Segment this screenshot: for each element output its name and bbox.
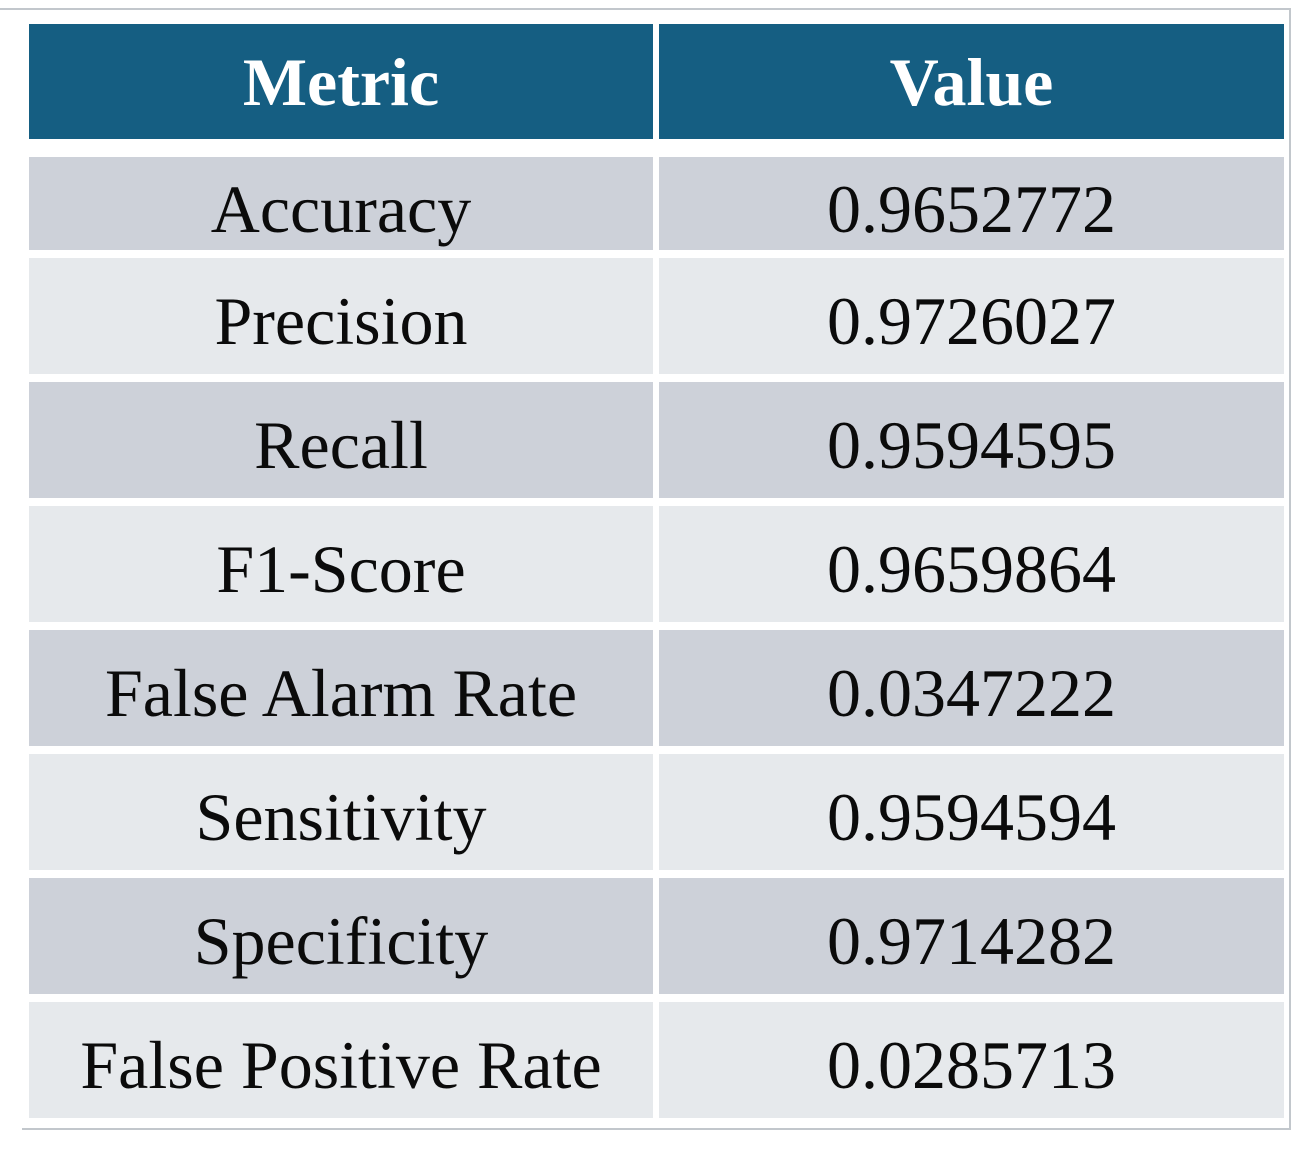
table-row: False Positive Rate 0.0285713 <box>29 1002 1284 1118</box>
value-cell: 0.9659864 <box>659 506 1284 622</box>
value-cell: 0.9594595 <box>659 382 1284 498</box>
value-cell: 0.9652772 <box>659 157 1284 250</box>
metric-cell: Accuracy <box>29 157 653 250</box>
table-right-border <box>1289 8 1291 1130</box>
table-row: Sensitivity 0.9594594 <box>29 754 1284 870</box>
table-row: F1-Score 0.9659864 <box>29 506 1284 622</box>
metric-cell: F1-Score <box>29 506 653 622</box>
table-top-border <box>0 8 1290 10</box>
value-cell: 0.0285713 <box>659 1002 1284 1118</box>
table-header-row: Metric Value <box>29 24 1284 139</box>
metric-cell: Recall <box>29 382 653 498</box>
value-cell: 0.0347222 <box>659 630 1284 746</box>
value-cell: 0.9726027 <box>659 258 1284 374</box>
metric-cell: False Positive Rate <box>29 1002 653 1118</box>
header-cell-value: Value <box>659 24 1284 139</box>
header-cell-metric: Metric <box>29 24 653 139</box>
table-bottom-border <box>22 1128 1291 1130</box>
metrics-table: Metric Value Accuracy 0.9652772 Precisio… <box>29 24 1284 1118</box>
table-row: False Alarm Rate 0.0347222 <box>29 630 1284 746</box>
metric-cell: Specificity <box>29 878 653 994</box>
table-row: Recall 0.9594595 <box>29 382 1284 498</box>
table-row: Precision 0.9726027 <box>29 258 1284 374</box>
value-cell: 0.9594594 <box>659 754 1284 870</box>
metric-cell: Precision <box>29 258 653 374</box>
metric-cell: False Alarm Rate <box>29 630 653 746</box>
table-row: Accuracy 0.9652772 <box>29 157 1284 250</box>
metric-cell: Sensitivity <box>29 754 653 870</box>
table-body: Accuracy 0.9652772 Precision 0.9726027 R… <box>29 157 1284 1118</box>
value-cell: 0.9714282 <box>659 878 1284 994</box>
table-row: Specificity 0.9714282 <box>29 878 1284 994</box>
